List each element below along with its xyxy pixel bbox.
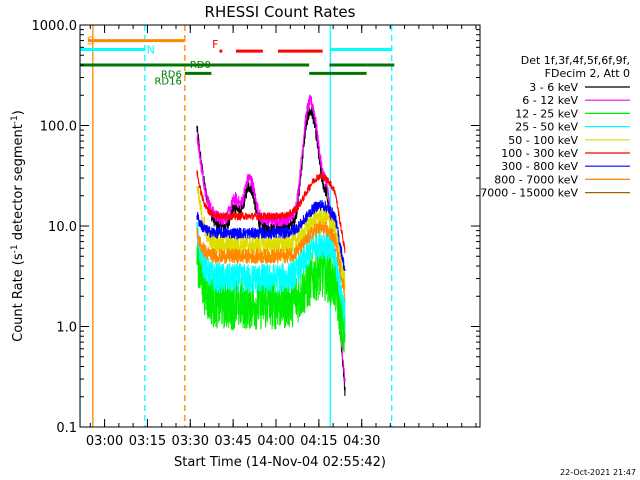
legend-label: 100 - 300 keV bbox=[501, 147, 578, 160]
x-tick-label: 04:00 bbox=[257, 434, 294, 449]
x-tick-label: 04:30 bbox=[343, 434, 380, 449]
level-label: RD16 bbox=[154, 77, 181, 88]
flag-label: S bbox=[87, 35, 94, 48]
series-line bbox=[196, 185, 346, 290]
y-axis-label: Count Rate (s-1 detector segment-1) bbox=[10, 110, 26, 342]
flag-label: F bbox=[212, 38, 218, 51]
x-tick-label: 03:45 bbox=[214, 434, 251, 449]
x-tick-label: 03:00 bbox=[86, 434, 123, 449]
y-axis: 0.1 1.0 10.0 100.0 1000.0 bbox=[32, 19, 480, 436]
legend: Det 1f,3f,4f,5f,6f,9f, FDecim 2, Att 0 3… bbox=[480, 54, 630, 200]
x-tick-label: 03:30 bbox=[172, 434, 209, 449]
x-tick-label: 04:15 bbox=[300, 434, 337, 449]
y-tick-label: 1000.0 bbox=[32, 19, 78, 34]
legend-label: 12 - 25 keV bbox=[515, 107, 578, 120]
series-line bbox=[196, 200, 346, 271]
legend-label: 7000 - 15000 keV bbox=[480, 187, 578, 200]
level-label: RD6 bbox=[161, 69, 182, 80]
series-line bbox=[196, 170, 346, 254]
x-tick-label: 03:15 bbox=[129, 434, 166, 449]
y-axis-label-sup1: -1 bbox=[10, 244, 20, 253]
y-tick-label: 1.0 bbox=[56, 321, 77, 336]
level-label: RD0 bbox=[190, 60, 211, 71]
legend-header-line1: Det 1f,3f,4f,5f,6f,9f, bbox=[521, 54, 630, 67]
y-axis-label-main: Count Rate (s bbox=[11, 253, 26, 342]
y-axis-label-sup2: -1 bbox=[10, 115, 20, 124]
y-axis-label-mid: detector segment bbox=[11, 124, 26, 244]
legend-label: 50 - 100 keV bbox=[508, 134, 578, 147]
x-axis-label: Start Time (14-Nov-04 02:55:42) bbox=[174, 455, 386, 470]
legend-header-line2: FDecim 2, Att 0 bbox=[545, 67, 630, 80]
legend-label: 3 - 6 keV bbox=[529, 81, 578, 94]
footer-timestamp: 22-Oct-2021 21:47 bbox=[560, 468, 636, 477]
chart-title: RHESSI Count Rates bbox=[205, 3, 356, 21]
y-axis-label-end: ) bbox=[11, 110, 26, 115]
y-tick-label: 10.0 bbox=[48, 220, 77, 235]
y-tick-label: 0.1 bbox=[56, 421, 77, 436]
legend-label: 25 - 50 keV bbox=[515, 121, 578, 134]
flag-label: N bbox=[147, 44, 155, 57]
legend-label: 6 - 12 keV bbox=[522, 94, 578, 107]
legend-label: 800 - 7000 keV bbox=[494, 173, 578, 186]
y-tick-label: 100.0 bbox=[40, 120, 77, 135]
legend-label: 300 - 800 keV bbox=[501, 160, 578, 173]
series-line bbox=[196, 221, 346, 330]
series-line bbox=[196, 221, 346, 301]
x-axis: 03:00 03:15 03:30 03:45 04:00 04:15 04:30 bbox=[86, 25, 477, 449]
